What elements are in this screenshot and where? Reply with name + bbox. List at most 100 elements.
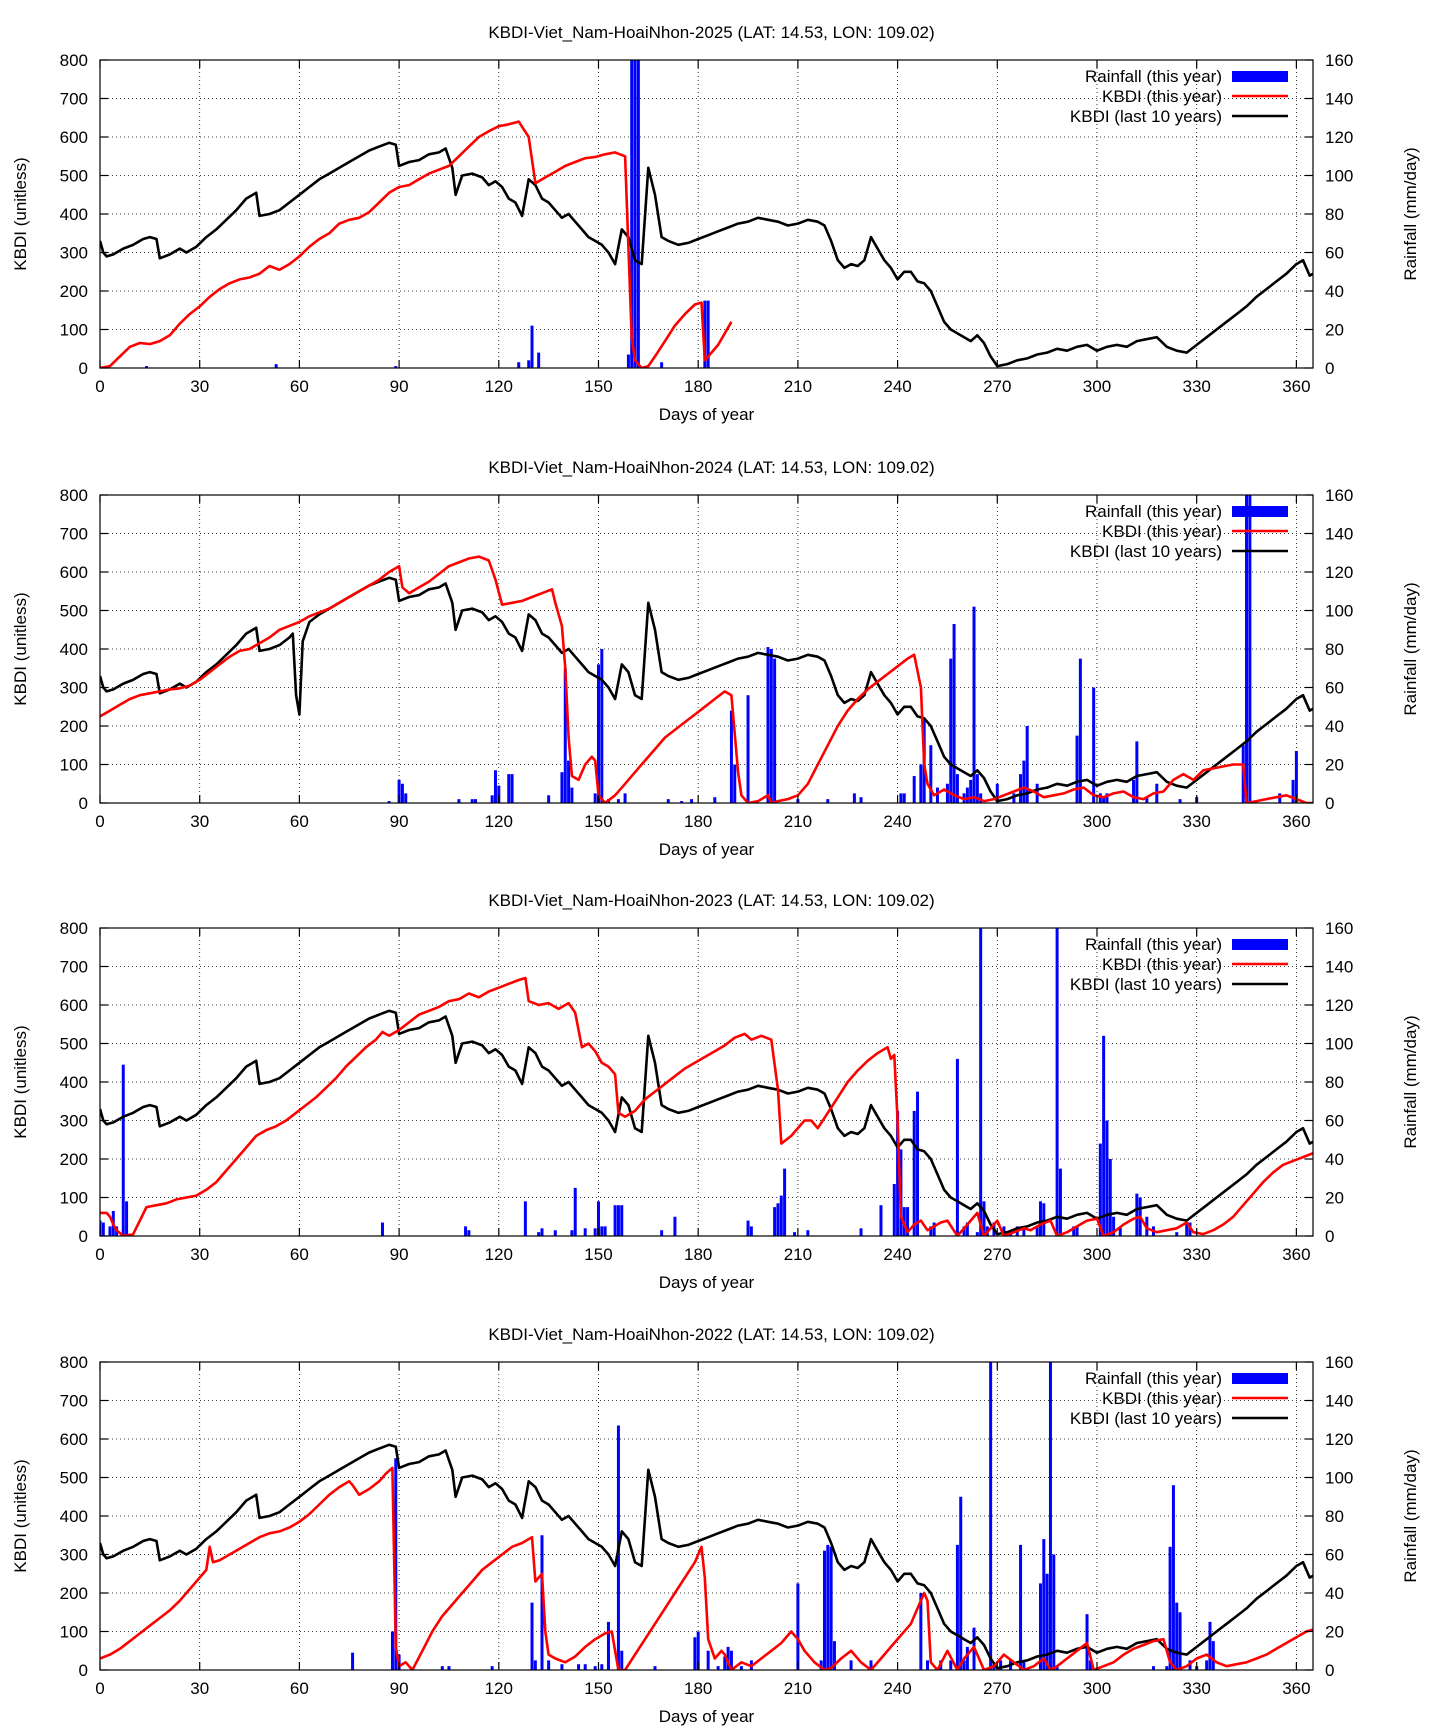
rainfall-bar xyxy=(593,1666,597,1670)
y-tick-label: 400 xyxy=(60,1073,88,1092)
y-tick-label: 100 xyxy=(60,1189,88,1208)
x-tick-label: 120 xyxy=(485,1679,513,1698)
rainfall-bar xyxy=(959,1496,963,1670)
rainfall-bar xyxy=(470,799,474,803)
y-tick-label: 600 xyxy=(60,996,88,1015)
y-tick-label: 800 xyxy=(60,51,88,70)
y-tick-label: 700 xyxy=(60,90,88,109)
rainfall-bar xyxy=(746,695,750,803)
chart-panel-3: KBDI-Viet_Nam-HoaiNhon-2022 (LAT: 14.53,… xyxy=(11,1325,1420,1726)
x-tick-label: 0 xyxy=(95,1679,104,1698)
rainfall-bar xyxy=(540,1535,544,1670)
legend: Rainfall (this year)KBDI (this year)KBDI… xyxy=(1070,1369,1288,1428)
y2-tick-label: 120 xyxy=(1325,996,1353,1015)
rainfall-bar xyxy=(351,1652,355,1670)
x-tick-label: 210 xyxy=(784,377,812,396)
rainfall-bar xyxy=(573,1187,577,1236)
rainfall-bar xyxy=(1012,793,1016,803)
y-tick-label: 800 xyxy=(60,1353,88,1372)
rainfall-bar xyxy=(596,664,600,803)
kbdi-this-year-line xyxy=(100,1466,1313,1670)
x-tick-label: 360 xyxy=(1282,1245,1310,1264)
rainfall-bar xyxy=(1055,928,1059,1236)
legend-label: KBDI (last 10 years) xyxy=(1070,1409,1222,1428)
y2-tick-label: 80 xyxy=(1325,640,1344,659)
rainfall-bar xyxy=(570,787,574,803)
y-tick-label: 300 xyxy=(60,1546,88,1565)
rainfall-bar xyxy=(1105,1120,1109,1236)
rainfall-bar xyxy=(949,1660,953,1670)
rainfall-bar xyxy=(567,760,571,803)
legend: Rainfall (this year)KBDI (this year)KBDI… xyxy=(1070,502,1288,561)
rainfall-bar xyxy=(975,774,979,803)
rainfall-bar xyxy=(145,366,149,368)
rainfall-bar xyxy=(593,793,597,803)
y-tick-label: 100 xyxy=(60,756,88,775)
rainfall-bar xyxy=(1294,751,1298,803)
rainfall-bar xyxy=(636,60,640,368)
rainfall-bar xyxy=(1088,1660,1092,1670)
rainfall-bar xyxy=(596,1201,600,1236)
y2-axis-label: Rainfall (mm/day) xyxy=(1401,1015,1420,1148)
rainfall-bar xyxy=(387,801,391,803)
rainfall-bar xyxy=(965,787,969,803)
y-tick-label: 200 xyxy=(60,717,88,736)
x-tick-label: 60 xyxy=(290,377,309,396)
rainfall-bar xyxy=(1135,1193,1139,1236)
rainfall-bar xyxy=(1042,1203,1046,1236)
rainfall-bar xyxy=(394,1458,398,1670)
x-tick-label: 0 xyxy=(95,377,104,396)
y-tick-label: 600 xyxy=(60,1430,88,1449)
y2-tick-label: 140 xyxy=(1325,1392,1353,1411)
y2-tick-label: 20 xyxy=(1325,756,1344,775)
rainfall-bar xyxy=(729,710,733,803)
rainfall-bar xyxy=(600,649,604,803)
y2-tick-label: 0 xyxy=(1325,794,1334,813)
rainfall-bar xyxy=(660,1230,664,1236)
rainfall-bar xyxy=(726,1646,730,1670)
x-tick-label: 270 xyxy=(983,1245,1011,1264)
x-tick-label: 150 xyxy=(584,1245,612,1264)
x-axis-label: Days of year xyxy=(659,1707,755,1726)
rainfall-bar xyxy=(1245,495,1249,803)
y2-tick-label: 40 xyxy=(1325,717,1344,736)
kbdi-last-10-years-line xyxy=(100,1009,1313,1236)
rainfall-bar xyxy=(1092,687,1096,803)
x-tick-label: 90 xyxy=(390,377,409,396)
kbdi-last-10-years-line xyxy=(100,141,1313,368)
legend-label: KBDI (this year) xyxy=(1102,955,1222,974)
rainfall-bar xyxy=(733,764,737,803)
x-tick-label: 180 xyxy=(684,377,712,396)
rainfall-bar xyxy=(995,783,999,803)
rainfall-bar xyxy=(989,1362,993,1670)
y-tick-label: 600 xyxy=(60,128,88,147)
rainfall-bar xyxy=(952,623,956,803)
rainfall-bar xyxy=(826,1544,830,1670)
rainfall-bar xyxy=(793,1232,797,1236)
rainfall-bar xyxy=(832,1641,836,1670)
rainfall-bar xyxy=(906,1207,910,1236)
rainfall-bar xyxy=(633,60,637,368)
y-axis-label: KBDI (unitless) xyxy=(11,592,30,705)
rainfall-bar xyxy=(955,1544,959,1670)
y-tick-label: 400 xyxy=(60,640,88,659)
rainfall-bar xyxy=(620,1650,624,1670)
x-tick-label: 360 xyxy=(1282,1679,1310,1698)
y2-tick-label: 60 xyxy=(1325,1546,1344,1565)
rainfall-bar xyxy=(523,1201,527,1236)
rainfall-bar xyxy=(919,1593,923,1670)
legend: Rainfall (this year)KBDI (this year)KBDI… xyxy=(1070,67,1288,126)
rainfall-bar xyxy=(796,1583,800,1670)
legend-label: KBDI (this year) xyxy=(1102,87,1222,106)
y-tick-label: 300 xyxy=(60,244,88,263)
rainfall-bar xyxy=(660,362,664,368)
rainfall-bar xyxy=(533,1660,537,1670)
y2-tick-label: 140 xyxy=(1325,958,1353,977)
rainfall-bar xyxy=(776,1203,780,1236)
rainfall-bar xyxy=(935,787,939,803)
y-axis-label: KBDI (unitless) xyxy=(11,1459,30,1572)
y2-tick-label: 160 xyxy=(1325,486,1353,505)
x-tick-label: 120 xyxy=(485,377,513,396)
rainfall-bar xyxy=(613,1205,617,1236)
